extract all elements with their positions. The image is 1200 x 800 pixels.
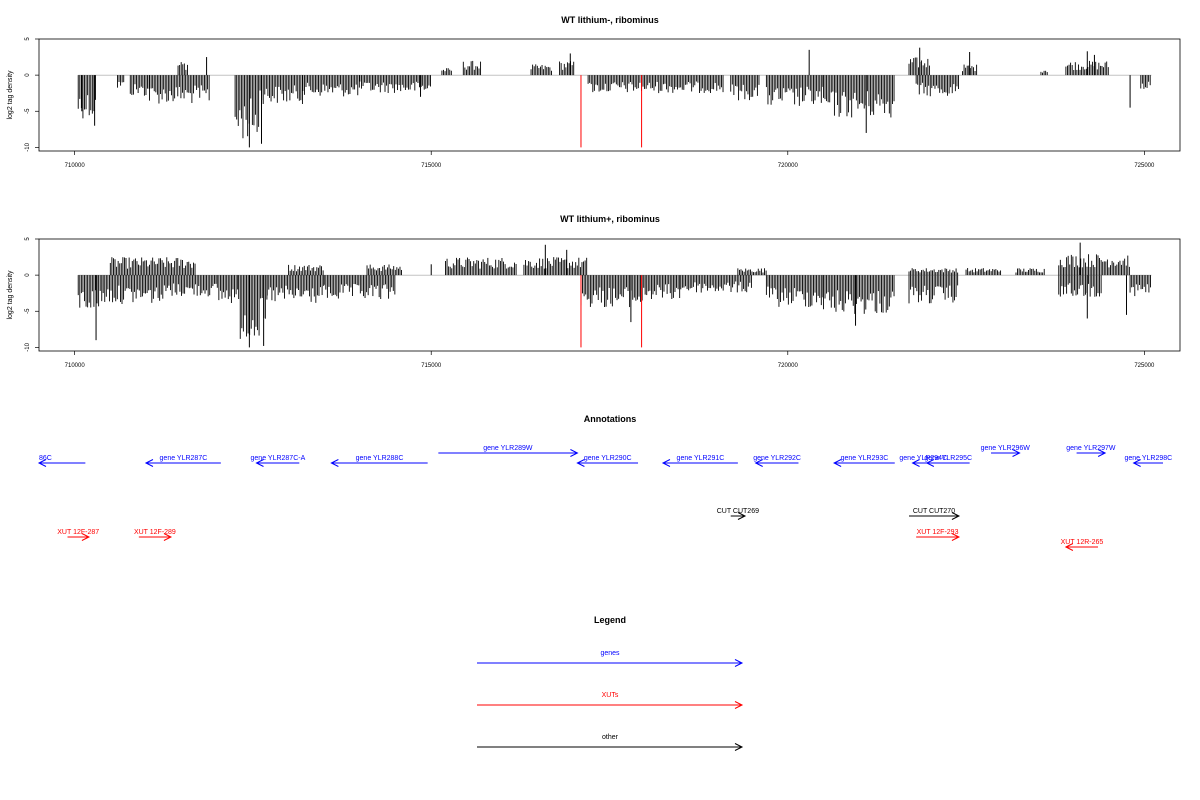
- x-tick-label: 710000: [65, 163, 86, 169]
- annotation-label: gene YLR294C: [899, 455, 947, 462]
- x-tick-label: 725000: [1134, 163, 1155, 169]
- annotation-label: gene YLR291C: [677, 455, 725, 462]
- annotation-label: gene YLR288C: [356, 455, 404, 462]
- annotation-arrow: [330, 459, 428, 467]
- track-panel-lithium-minus: WT lithium-, ribominus log2 tag density …: [7, 15, 1181, 169]
- bar-group: [77, 47, 1152, 148]
- annotation-arrow: [991, 449, 1021, 457]
- annotation-features: 86C gene YLR287C gene YLR287C-A gene YLR288…: [37, 445, 1172, 551]
- y-tick-label: 5: [25, 37, 31, 41]
- annotation-arrow: [833, 459, 895, 467]
- y-axis-label: log2 tag density: [7, 270, 14, 320]
- y-tick-label: 0: [25, 273, 31, 277]
- y-axis-label: log2 tag density: [7, 70, 14, 120]
- annotation-arrow: [1132, 459, 1163, 467]
- legend-label: XUTs: [602, 692, 619, 699]
- y-tick-label: -10: [25, 142, 31, 151]
- annotation-label: gene YLR287C: [160, 455, 208, 462]
- annotation-label: gene YLR296W: [981, 445, 1031, 452]
- annotation-arrow: [438, 449, 579, 457]
- legend-arrow: [477, 743, 744, 751]
- x-tick-label: 725000: [1134, 363, 1155, 369]
- x-tick-label: 715000: [421, 163, 442, 169]
- legend-label: other: [602, 734, 619, 741]
- x-tick-label: 720000: [778, 163, 799, 169]
- plot-frame: [38, 238, 1181, 352]
- axes-group: 710000 715000 720000 725000 5 0 -5 -10: [25, 237, 1155, 369]
- y-tick-label: -5: [25, 308, 31, 314]
- legend-items: genes XUTs other: [477, 650, 744, 751]
- legend-title: Legend: [594, 615, 626, 625]
- annotation-arrow: [67, 533, 91, 541]
- plot-frame: [38, 38, 1181, 152]
- y-tick-label: 0: [25, 73, 31, 77]
- legend-arrow: [477, 701, 744, 709]
- annotation-arrow: [576, 459, 639, 467]
- annotation-label: 86C: [39, 455, 52, 462]
- annotation-label: XUT 12R-265: [1061, 539, 1104, 546]
- annotation-label: gene YLR298C: [1124, 455, 1172, 462]
- annotation-label: CUT CUT269: [717, 508, 759, 515]
- annotation-arrow: [909, 512, 961, 520]
- annotation-label: gene YLR293C: [841, 455, 889, 462]
- track-title: WT lithium-, ribominus: [561, 15, 659, 25]
- annotation-label: gene YLR289W: [483, 445, 533, 452]
- annotation-arrow: [255, 459, 300, 467]
- annotation-arrow: [1076, 449, 1107, 457]
- annotations-panel: Annotations 86C gene YLR287C gene YLR287C-…: [37, 414, 1172, 551]
- x-tick-label: 715000: [421, 363, 442, 369]
- annotation-label: gene YLR297W: [1066, 445, 1116, 452]
- annotation-arrow: [1064, 543, 1098, 551]
- legend-arrow: [477, 659, 744, 667]
- annotation-label: XUT 12F-287: [57, 529, 99, 536]
- annotation-label: gene YLR292C: [753, 455, 801, 462]
- annotation-arrow: [730, 512, 747, 520]
- x-tick-label: 710000: [65, 363, 86, 369]
- annotation-label: XUT 12F-289: [134, 529, 176, 536]
- annotation-arrow: [661, 459, 738, 467]
- annotation-arrow: [754, 459, 799, 467]
- annotation-arrow: [138, 533, 173, 541]
- annotation-label: XUT 12F-293: [917, 529, 959, 536]
- x-tick-label: 720000: [778, 363, 799, 369]
- y-tick-label: -5: [25, 108, 31, 114]
- annotation-label: CUT CUT270: [913, 508, 955, 515]
- annotation-arrow: [37, 459, 86, 467]
- annotation-arrow: [925, 459, 970, 467]
- annotation-arrow: [144, 459, 221, 467]
- track-panel-lithium-plus: WT lithium+, ribominus log2 tag density …: [7, 214, 1181, 369]
- annotation-label: gene YLR290C: [584, 455, 632, 462]
- track-title: WT lithium+, ribominus: [560, 214, 660, 224]
- y-tick-label: 5: [25, 237, 31, 241]
- axes-group: 710000 715000 720000 725000 5 0 -5 -10: [25, 37, 1155, 169]
- annotation-label: gene YLR295C: [924, 455, 972, 462]
- annotation-arrow: [916, 533, 961, 541]
- legend: Legend genes XUTs other: [477, 615, 744, 751]
- bar-group: [77, 242, 1152, 348]
- legend-label: genes: [600, 650, 620, 657]
- annotations-title: Annotations: [584, 414, 637, 424]
- y-tick-label: -10: [25, 342, 31, 351]
- annotation-label: gene YLR287C-A: [251, 455, 306, 462]
